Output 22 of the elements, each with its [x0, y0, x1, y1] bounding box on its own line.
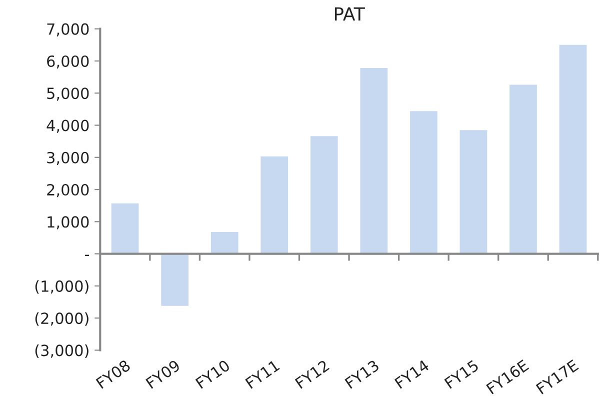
bar: [260, 156, 288, 254]
bar: [410, 111, 438, 254]
bar: [460, 130, 488, 254]
y-tick-label: 6,000: [47, 55, 89, 69]
y-tick-label: 7,000: [47, 23, 89, 36]
chart-title: PAT: [334, 7, 365, 21]
bar: [161, 254, 189, 306]
y-tick-label: 2,000: [47, 184, 89, 198]
y-tick-label: 4,000: [46, 120, 89, 133]
bar: [360, 68, 388, 254]
y-tick-label: 1,000: [48, 216, 89, 230]
bar: [510, 84, 537, 254]
y-tick-label: (3,000): [35, 344, 88, 358]
bar: [210, 232, 238, 254]
bar: [310, 136, 338, 254]
y-tick-label: 3,000: [47, 152, 89, 165]
y-tick-label: (2,000): [35, 312, 88, 326]
y-tick-label: -: [84, 254, 89, 256]
y-tick-label: (1,000): [35, 280, 88, 294]
y-tick-label: 5,000: [47, 88, 89, 101]
bar: [559, 44, 587, 254]
bar: [111, 203, 139, 254]
